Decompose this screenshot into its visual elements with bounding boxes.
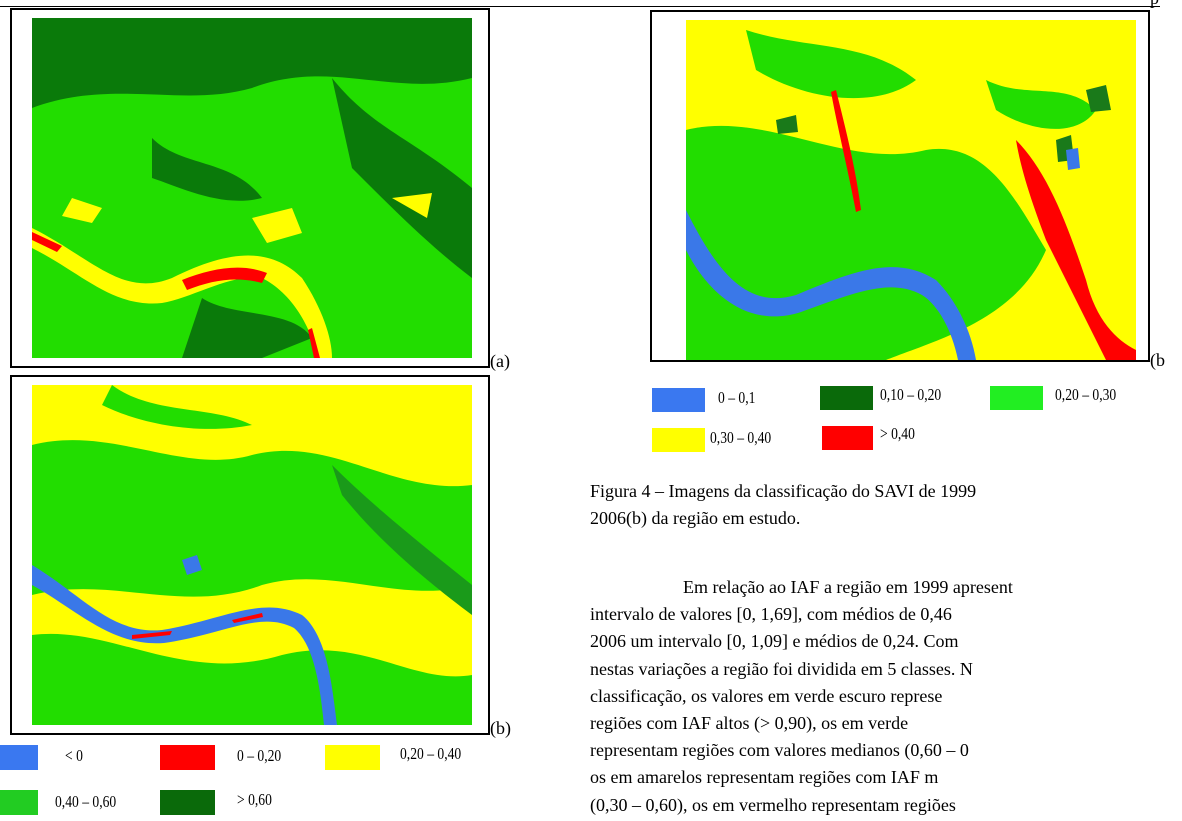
paragraph-line: regiões com IAF altos (> 0,90), os em ve… [590, 713, 909, 733]
legend-swatch [990, 386, 1043, 410]
legend-label: > 0,60 [237, 790, 272, 809]
panel-label: (a) [490, 351, 510, 371]
panel-label: (b [1150, 350, 1165, 370]
paragraph-line: os em amarelos representam regiões com I… [590, 767, 939, 788]
legend-label: 0 – 0,20 [237, 746, 282, 765]
map-image [686, 20, 1136, 360]
legend-swatch [0, 790, 38, 815]
caption-line: 2006(b) da região em estudo. [590, 508, 801, 528]
map-frame [10, 375, 490, 735]
map-image [32, 385, 472, 725]
legend-swatch [325, 745, 380, 770]
caption-line: Figura 4 – Imagens da classificação do S… [590, 481, 977, 501]
legend-swatch [0, 745, 38, 770]
legend-label: 0,40 – 0,60 [55, 792, 117, 811]
legend-label: 0,30 – 0,40 [710, 428, 772, 447]
legend-swatch [160, 745, 215, 770]
legend-swatch [820, 386, 873, 410]
paragraph-line: classificação, os valores em verde escur… [590, 685, 943, 706]
paragraph-line: intervalo de valores [0, 1,69], com médi… [590, 604, 952, 625]
legend-label: 0,20 – 0,30 [1055, 385, 1117, 404]
page-mark: p [1150, 0, 1159, 8]
legend-label: 0 – 0,1 [718, 388, 756, 407]
paragraph-line: representam regiões com valores medianos… [590, 740, 969, 761]
map-image [32, 18, 472, 358]
paragraph-line: nestas variações a região foi dividida e… [590, 658, 973, 679]
legend-swatch [652, 428, 705, 452]
legend-label: 0,20 – 0,40 [400, 744, 462, 763]
legend-swatch [160, 790, 215, 815]
paragraph-line: (0,30 – 0,60), os em vermelho representa… [590, 794, 956, 815]
legend-swatch [652, 388, 705, 412]
paragraph-line: 2006 um intervalo [0, 1,09] e médios de … [590, 631, 959, 652]
legend-label: < 0 [65, 746, 83, 765]
legend-swatch [822, 426, 873, 450]
paragraph-line: Em relação ao IAF a região em 1999 apres… [683, 577, 1013, 597]
legend-label: 0,10 – 0,20 [880, 385, 942, 404]
map-frame [650, 10, 1150, 362]
legend-label: > 0,40 [880, 424, 915, 443]
panel-label: (b) [490, 718, 511, 738]
map-frame [10, 8, 490, 368]
header-rule [0, 6, 1160, 7]
